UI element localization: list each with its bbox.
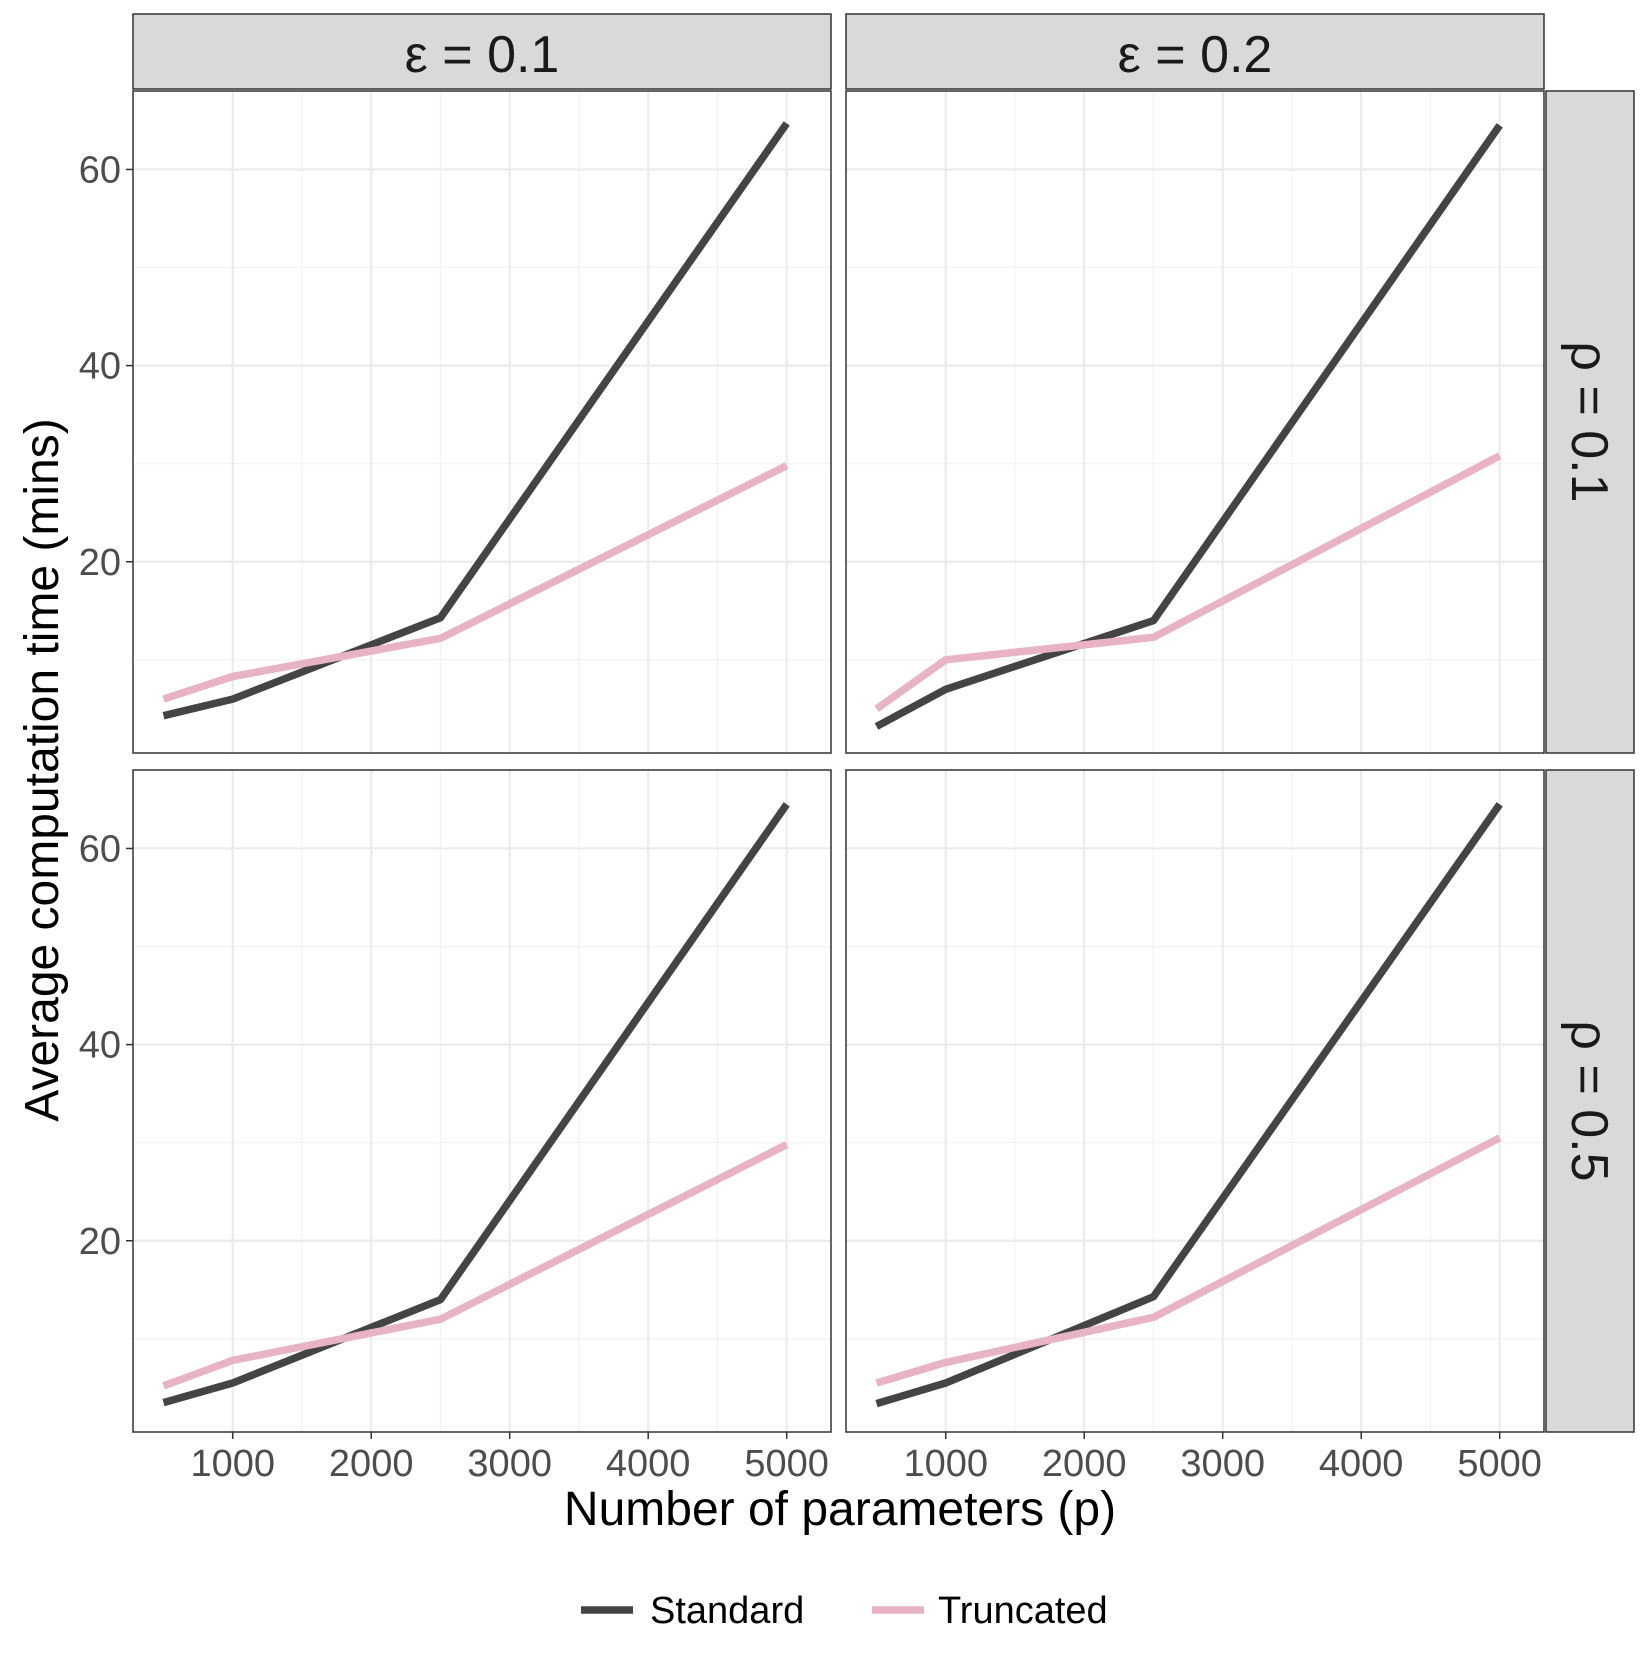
series-line-truncated: [874, 452, 1502, 712]
y-tick-label: 20: [79, 1221, 121, 1263]
x-tick-label: 4000: [1319, 1443, 1404, 1485]
x-tick-label: 1000: [903, 1443, 988, 1485]
column-strip-label: ε = 0.1: [405, 26, 560, 84]
y-tick-label: 40: [79, 1025, 121, 1067]
x-tick-label: 2000: [1042, 1443, 1127, 1485]
y-tick-label: 60: [79, 149, 121, 191]
row-strip: [1545, 90, 1635, 754]
x-tick-label: 5000: [744, 1443, 829, 1485]
legend-label-truncated: Truncated: [938, 1590, 1108, 1632]
row-strip: [1545, 769, 1635, 1433]
y-tick-label: 60: [79, 828, 121, 870]
x-axis-title: Number of parameters (p): [564, 1483, 1116, 1536]
series-line-standard: [874, 123, 1503, 730]
legend-label-standard: Standard: [650, 1590, 804, 1632]
x-tick-label: 1000: [190, 1443, 275, 1485]
series-line-truncated: [162, 1141, 789, 1390]
row-strip-label: ρ = 0.1: [1560, 341, 1618, 502]
y-tick-label: 40: [79, 346, 121, 388]
column-strip-label: ε = 0.2: [1118, 26, 1273, 84]
column-strip: [845, 13, 1545, 90]
series-line-truncated: [875, 1134, 1502, 1387]
y-tick-label: 20: [79, 542, 121, 584]
row-strip-label: ρ = 0.5: [1560, 1020, 1618, 1181]
x-tick-label: 3000: [1180, 1443, 1265, 1485]
x-tick-label: 4000: [606, 1443, 691, 1485]
x-tick-label: 5000: [1457, 1443, 1542, 1485]
panel-border: [132, 90, 832, 754]
x-tick-label: 3000: [467, 1443, 552, 1485]
panel-background: [846, 770, 1544, 1432]
panel-background: [133, 770, 831, 1432]
y-axis-title: Average computation time (mins): [16, 418, 69, 1121]
series-line-truncated: [162, 462, 789, 703]
panel-background: [133, 91, 831, 753]
x-tick-label: 2000: [329, 1443, 414, 1485]
panel-border: [845, 769, 1545, 1433]
panel-background: [846, 91, 1544, 753]
column-strip: [132, 13, 832, 90]
panel-border: [845, 90, 1545, 754]
panel-border: [132, 769, 832, 1433]
